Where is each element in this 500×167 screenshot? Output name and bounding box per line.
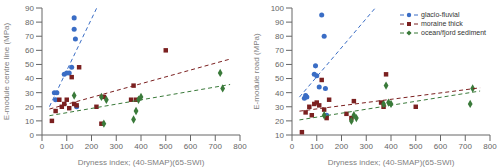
svg-text:30: 30 xyxy=(25,89,34,98)
svg-text:800: 800 xyxy=(233,142,247,151)
svg-text:20: 20 xyxy=(25,103,34,112)
svg-text:100: 100 xyxy=(271,4,285,13)
svg-text:100: 100 xyxy=(310,142,324,151)
svg-text:E-module road (MPa): E-module road (MPa) xyxy=(252,33,261,110)
svg-text:90: 90 xyxy=(25,4,34,13)
svg-text:20: 20 xyxy=(275,117,284,126)
svg-text:700: 700 xyxy=(209,142,223,151)
svg-text:0: 0 xyxy=(30,131,35,140)
svg-text:10: 10 xyxy=(25,117,34,126)
svg-text:80: 80 xyxy=(25,18,34,27)
svg-text:Dryness index; (40-SMAP)(65-SW: Dryness index; (40-SMAP)(65-SWI) xyxy=(78,158,205,167)
svg-text:600: 600 xyxy=(434,142,448,151)
svg-text:300: 300 xyxy=(360,142,374,151)
svg-text:200: 200 xyxy=(85,142,99,151)
svg-text:400: 400 xyxy=(134,142,148,151)
svg-text:300: 300 xyxy=(110,142,124,151)
svg-text:70: 70 xyxy=(25,32,34,41)
svg-text:40: 40 xyxy=(25,74,34,83)
svg-text:200: 200 xyxy=(335,142,349,151)
svg-text:0: 0 xyxy=(290,142,295,151)
svg-text:500: 500 xyxy=(409,142,423,151)
svg-text:400: 400 xyxy=(384,142,398,151)
svg-text:90: 90 xyxy=(275,18,284,27)
html-text:glacio-fluvial: glacio-fluvial xyxy=(421,11,460,18)
svg-text:E-module centre line (MPa): E-module centre line (MPa) xyxy=(8,22,11,120)
svg-text:50: 50 xyxy=(25,60,34,69)
svg-text:60: 60 xyxy=(25,46,34,55)
svg-text:100: 100 xyxy=(60,142,74,151)
svg-text:700: 700 xyxy=(459,142,473,151)
svg-text:50: 50 xyxy=(275,74,284,83)
svg-text:Dryness index; (40-SMAP)(65-SW: Dryness index; (40-SMAP)(65-SWI) xyxy=(328,158,455,167)
svg-text:60: 60 xyxy=(275,60,284,69)
svg-text:800: 800 xyxy=(483,142,492,151)
svg-text:0: 0 xyxy=(40,142,45,151)
svg-text:600: 600 xyxy=(184,142,198,151)
svg-text:10: 10 xyxy=(275,131,284,140)
svg-text:40: 40 xyxy=(275,89,284,98)
svg-text:80: 80 xyxy=(275,32,284,41)
html-text:moraine thick: moraine thick xyxy=(421,20,463,27)
html-text:ocean/fjord sediment: ocean/fjord sediment xyxy=(421,29,486,36)
svg-text:70: 70 xyxy=(275,46,284,55)
svg-text:30: 30 xyxy=(275,103,284,112)
svg-text:500: 500 xyxy=(159,142,173,151)
